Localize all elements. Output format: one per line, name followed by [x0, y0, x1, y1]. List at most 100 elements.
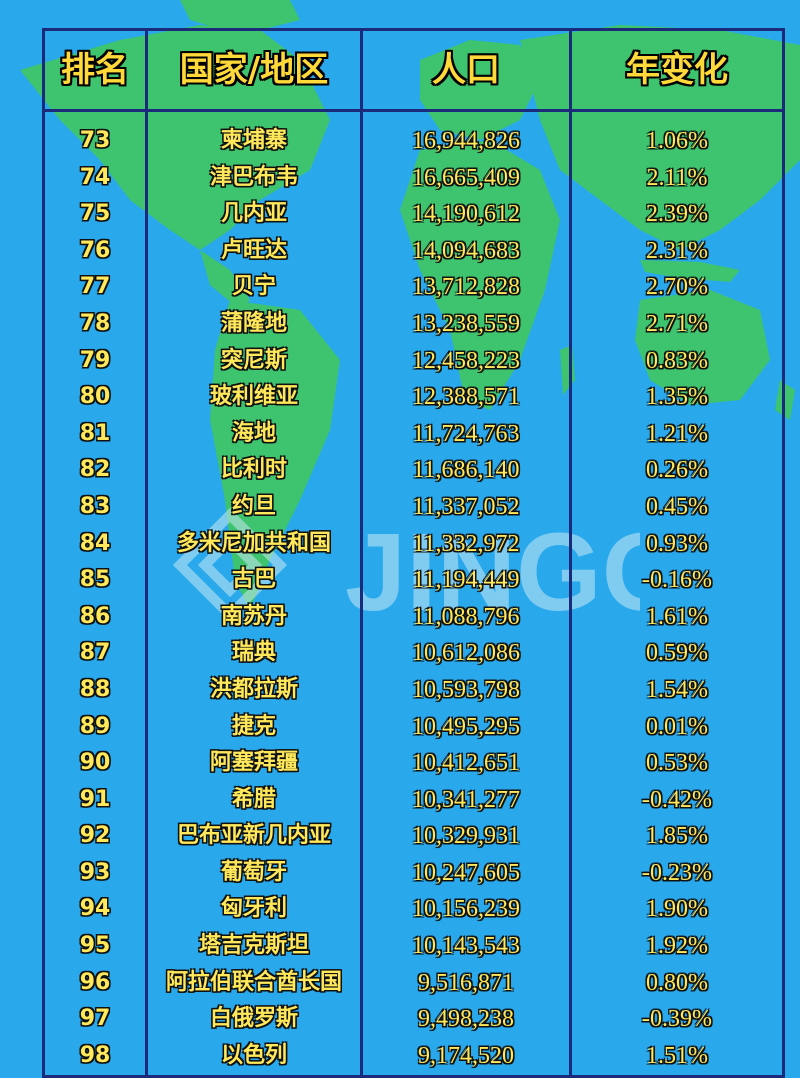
watermark-text: JINGONG: [345, 511, 640, 625]
cell-rank: 85: [79, 567, 111, 593]
cell-country: 几内亚: [220, 201, 287, 227]
cell-country: 多米尼加共和国: [176, 530, 331, 556]
table-row: 98 以色列 9,174,520 1.51%: [45, 1038, 782, 1075]
cell-country: 白俄罗斯: [209, 1006, 298, 1032]
header-change: 年变化: [626, 50, 728, 90]
cell-change: 1.92%: [646, 933, 708, 960]
cell-population: 11,337,052: [412, 493, 520, 520]
cell-change: -0.16%: [642, 567, 712, 594]
cell-rank: 78: [79, 310, 111, 336]
cell-rank: 80: [79, 384, 111, 410]
cell-change: 0.83%: [646, 347, 708, 374]
cell-change: 2.39%: [646, 201, 708, 228]
cell-rank: 88: [79, 676, 111, 702]
cell-population: 13,712,828: [412, 274, 520, 301]
cell-population: 10,143,543: [412, 933, 520, 960]
column-divider: [569, 31, 572, 1075]
cell-country: 玻利维亚: [209, 384, 298, 410]
cell-change: 1.21%: [646, 420, 708, 447]
population-table: 排名 国家/地区 人口 年变化 73 柬埔寨 16,944,826 1.06% 74 津巴…: [42, 28, 785, 1078]
cell-rank: 75: [79, 201, 111, 227]
table-row: 93 葡萄牙 10,247,605 -0.23%: [45, 855, 782, 892]
cell-country: 南苏丹: [220, 603, 287, 629]
cell-change: 0.53%: [646, 750, 708, 777]
cell-rank: 97: [79, 1006, 111, 1032]
table-row: 78 蒲隆地 13,238,559 2.71%: [45, 306, 782, 343]
cell-population: 9,498,238: [418, 1006, 514, 1033]
column-divider: [145, 31, 148, 1075]
cell-change: 1.54%: [646, 676, 708, 703]
cell-rank: 90: [79, 750, 111, 776]
table-row: 94 匈牙利 10,156,239 1.90%: [45, 891, 782, 928]
cell-population: 14,190,612: [412, 201, 520, 228]
cell-change: 2.70%: [646, 274, 708, 301]
cell-rank: 81: [79, 420, 111, 446]
cell-population: 10,341,277: [412, 786, 520, 813]
table-row: 86 南苏丹 11,088,796 1.61%: [45, 599, 782, 636]
table-row: 90 阿塞拜疆 10,412,651 0.53%: [45, 745, 782, 782]
cell-change: -0.23%: [642, 859, 712, 886]
table-row: 95 塔吉克斯坦 10,143,543 1.92%: [45, 928, 782, 965]
cell-rank: 95: [79, 933, 111, 959]
cell-country: 葡萄牙: [220, 859, 287, 885]
cell-rank: 79: [79, 347, 111, 373]
cell-change: -0.42%: [642, 786, 712, 813]
table-row: 82 比利时 11,686,140 0.26%: [45, 452, 782, 489]
cell-population: 10,495,295: [412, 713, 520, 740]
table-body: 73 柬埔寨 16,944,826 1.06% 74 津巴布韦 16,665,409 2.11…: [45, 123, 782, 1074]
cell-population: 11,194,449: [412, 567, 520, 594]
table-row: 97 白俄罗斯 9,498,238 -0.39%: [45, 1001, 782, 1038]
cell-country: 比利时: [220, 457, 287, 483]
table-row: 84 多米尼加共和国 11,332,972 0.93%: [45, 526, 782, 563]
cell-change: 1.85%: [646, 823, 708, 850]
cell-change: 2.11%: [646, 164, 708, 191]
cell-country: 匈牙利: [220, 896, 287, 922]
table-row: 85 古巴 11,194,449 -0.16%: [45, 562, 782, 599]
cell-country: 约旦: [231, 493, 276, 519]
cell-country: 巴布亚新几内亚: [176, 823, 331, 849]
header-divider: [45, 109, 782, 112]
header-country: 国家/地区: [179, 50, 329, 90]
cell-population: 11,724,763: [412, 420, 520, 447]
cell-change: 0.59%: [646, 640, 708, 667]
table-row: 92 巴布亚新几内亚 10,329,931 1.85%: [45, 818, 782, 855]
cell-rank: 96: [79, 969, 111, 995]
cell-population: 10,412,651: [412, 750, 520, 777]
table-row: 88 洪都拉斯 10,593,798 1.54%: [45, 672, 782, 709]
table-row: 74 津巴布韦 16,665,409 2.11%: [45, 160, 782, 197]
column-divider: [360, 31, 363, 1075]
cell-change: 1.06%: [646, 128, 708, 154]
cell-country: 塔吉克斯坦: [198, 933, 309, 959]
cell-country: 以色列: [220, 1042, 287, 1068]
cell-country: 洪都拉斯: [209, 676, 298, 702]
cell-population: 13,238,559: [412, 310, 520, 337]
table-row: 83 约旦 11,337,052 0.45%: [45, 489, 782, 526]
table-row: 76 卢旺达 14,094,683 2.31%: [45, 233, 782, 270]
table-row: 89 捷克 10,495,295 0.01%: [45, 709, 782, 746]
cell-country: 突尼斯: [220, 347, 287, 373]
cell-rank: 94: [79, 896, 111, 922]
cell-change: 0.45%: [646, 493, 708, 520]
table-row: 75 几内亚 14,190,612 2.39%: [45, 196, 782, 233]
table-row: 91 希腊 10,341,277 -0.42%: [45, 782, 782, 819]
cell-change: 1.51%: [646, 1042, 708, 1069]
cell-rank: 77: [79, 274, 111, 300]
cell-country: 古巴: [231, 567, 276, 593]
cell-population: 10,156,239: [412, 896, 520, 923]
cell-rank: 84: [79, 530, 111, 556]
cell-change: 0.93%: [646, 530, 708, 557]
cell-population: 12,388,571: [412, 384, 520, 411]
cell-rank: 73: [79, 128, 111, 153]
cell-country: 捷克: [231, 713, 276, 739]
cell-change: 0.01%: [646, 713, 708, 740]
cell-population: 9,516,871: [418, 969, 514, 996]
table-row: 77 贝宁 13,712,828 2.70%: [45, 269, 782, 306]
cell-rank: 82: [79, 457, 111, 483]
table-row: 96 阿拉伯联合酋长国 9,516,871 0.80%: [45, 965, 782, 1002]
cell-population: 10,247,605: [412, 859, 520, 886]
cell-change: -0.39%: [642, 1006, 712, 1033]
cell-population: 11,332,972: [412, 530, 520, 557]
cell-change: 1.90%: [646, 896, 708, 923]
cell-rank: 93: [79, 859, 111, 885]
